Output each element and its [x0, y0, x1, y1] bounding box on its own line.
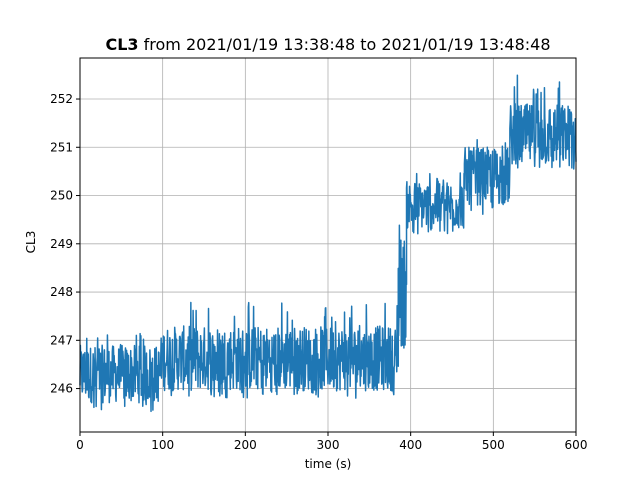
x-tick-label: 600 — [565, 438, 588, 452]
chart-title: CL3 from 2021/01/19 13:38:48 to 2021/01/… — [105, 35, 550, 54]
x-tick-label: 0 — [76, 438, 84, 452]
y-tick-label: 249 — [50, 237, 73, 251]
series-line — [79, 74, 577, 413]
x-tick-label: 400 — [399, 438, 422, 452]
x-tick-label: 500 — [482, 438, 505, 452]
x-tick-label: 300 — [317, 438, 340, 452]
axes: 0 100 200 300 400 500 600 246 247 248 249 250 251 252 — [50, 57, 588, 452]
y-tick-label: 248 — [50, 285, 73, 299]
y-axis-label: CL3 — [24, 231, 38, 254]
y-tick-label: 246 — [50, 382, 73, 396]
plot-area — [79, 74, 577, 413]
grid — [79, 58, 577, 432]
x-axis-label: time (s) — [305, 457, 352, 471]
y-tick-label: 250 — [50, 189, 73, 203]
chart-title-rest: from 2021/01/19 13:38:48 to 2021/01/19 1… — [139, 35, 551, 54]
x-tick-label: 100 — [151, 438, 174, 452]
y-tick-label: 251 — [50, 140, 73, 154]
x-tick-label: 200 — [234, 438, 257, 452]
y-tick-label: 252 — [50, 92, 73, 106]
chart-title-bold: CL3 — [105, 35, 138, 54]
y-tick-label: 247 — [50, 333, 73, 347]
